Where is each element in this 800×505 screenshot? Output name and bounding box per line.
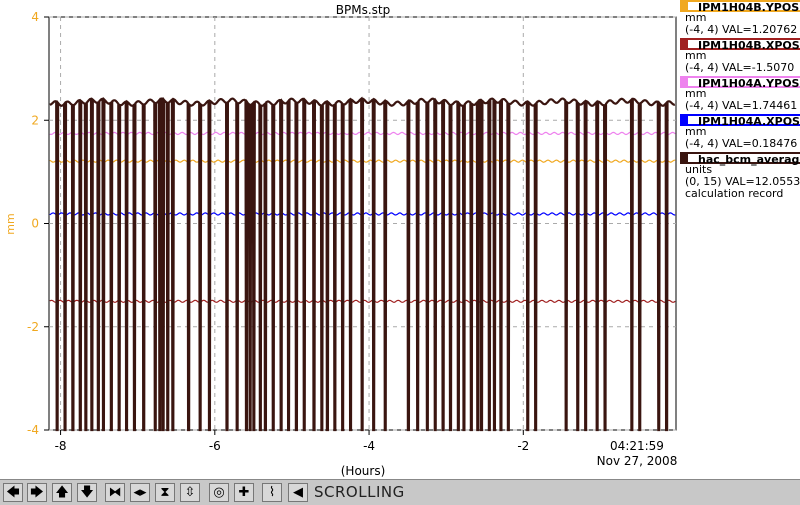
timestamp-time: 04:21:59 xyxy=(610,439,664,453)
legend-item-label[interactable]: IPM1H04A.YPOS xyxy=(680,76,800,90)
x-tick-label: -6 xyxy=(209,439,221,453)
arrow-up-icon[interactable]: 🡅 xyxy=(52,483,72,502)
y-tick-label: 2 xyxy=(31,113,39,127)
zoom-out-horizontal-icon[interactable]: ◂▸ xyxy=(130,483,150,502)
arrow-right-icon[interactable]: 🡆 xyxy=(27,483,47,502)
scroll-left-icon[interactable]: ◀ xyxy=(288,483,308,502)
toolbar: SCROLLING 🡄 🡆 🡅 🡇 ⧓ ◂▸ ⧗ ⇳ ◎ ✚ ⌇ ◀ xyxy=(0,479,800,505)
autoscale-icon[interactable]: ⌇ xyxy=(262,483,282,502)
strip-chart[interactable]: BPMs.stp -8 -6 -4 -2 -4 -2 0 2 4 mm (Hours) 04:… xyxy=(0,0,800,478)
legend-item-range-value: (-4, 4) VAL=0.18476 xyxy=(685,137,798,150)
arrow-down-icon[interactable]: 🡇 xyxy=(77,483,97,502)
series-layer xyxy=(49,96,676,432)
x-axis-label: (Hours) xyxy=(341,464,386,478)
legend-item-units: mm xyxy=(685,11,707,24)
arrow-left-icon[interactable]: 🡄 xyxy=(3,483,23,502)
series-line xyxy=(49,96,676,432)
legend-item-units: units xyxy=(685,163,713,176)
legend-item-units: mm xyxy=(685,49,707,62)
x-tick-label: -8 xyxy=(55,439,67,453)
crosshair-icon[interactable]: ✚ xyxy=(234,483,254,502)
legend-item-range-value: (-4, 4) VAL=-1.5070 xyxy=(685,61,795,74)
target-icon[interactable]: ◎ xyxy=(209,483,229,502)
legend-item-units: mm xyxy=(685,125,707,138)
x-tick-label: -2 xyxy=(517,439,529,453)
y-tick-label: 0 xyxy=(31,217,39,231)
legend-item-range-value: (0, 15) VAL=12.0553 xyxy=(685,175,800,188)
legend-item-range-value: (-4, 4) VAL=1.74461 xyxy=(685,99,798,112)
legend-item-label[interactable]: IPM1H04B.YPOS xyxy=(680,0,800,14)
x-tick-label: -4 xyxy=(363,439,375,453)
legend-item-range-value: (-4, 4) VAL=1.20762 xyxy=(685,23,798,36)
legend-item-label[interactable]: hac_bcm_average xyxy=(680,152,800,166)
y-axis: -4 -2 0 2 4 xyxy=(27,10,49,437)
zoom-in-vertical-icon[interactable]: ⧗ xyxy=(155,483,175,502)
legend-item-label[interactable]: IPM1H04B.XPOS xyxy=(680,38,800,52)
legend: IPM1H04B.YPOS mm (-4, 4) VAL=1.20762 IPM1H0… xyxy=(679,0,800,210)
y-tick-label: 4 xyxy=(31,10,39,24)
y-axis-label: mm xyxy=(4,213,17,234)
scrolling-status: SCROLLING xyxy=(314,483,405,501)
legend-item-units: mm xyxy=(685,87,707,100)
x-axis: -8 -6 -4 -2 xyxy=(55,430,529,453)
legend-item-label[interactable]: IPM1H04A.XPOS xyxy=(680,114,800,128)
legend-item-note: calculation record xyxy=(685,187,784,200)
zoom-in-horizontal-icon[interactable]: ⧓ xyxy=(105,483,125,502)
timestamp-date: Nov 27, 2008 xyxy=(597,454,678,468)
y-tick-label: -4 xyxy=(27,423,39,437)
zoom-out-vertical-icon[interactable]: ⇳ xyxy=(180,483,200,502)
y-tick-label: -2 xyxy=(27,320,39,334)
chart-title: BPMs.stp xyxy=(336,3,390,17)
